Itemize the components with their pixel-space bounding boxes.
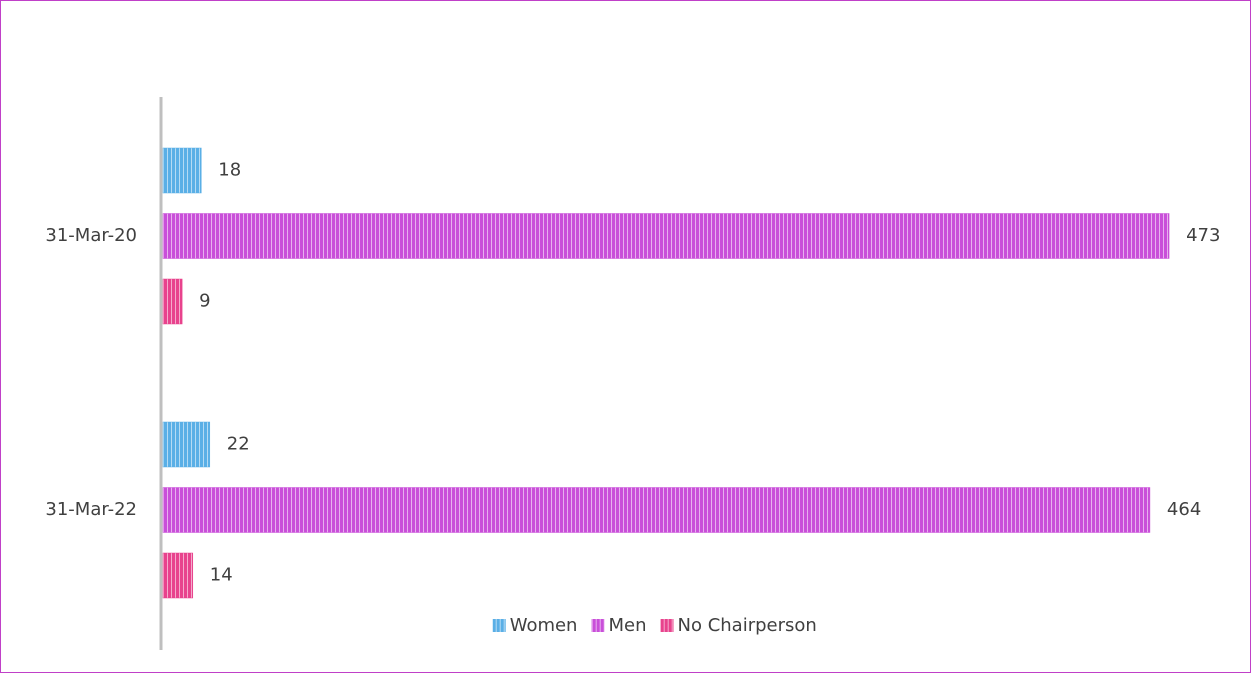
data-label: 464 (1167, 499, 1201, 520)
bar (162, 278, 183, 325)
legend-label: Men (608, 615, 646, 636)
legend-swatch (660, 619, 674, 632)
bar (162, 552, 194, 599)
data-label: 22 (227, 434, 250, 455)
bar (162, 487, 1151, 533)
data-label: 9 (199, 291, 210, 312)
data-label: 18 (218, 160, 241, 181)
legend-swatch (591, 619, 605, 632)
legend-label: No Chairperson (677, 615, 816, 636)
data-label: 14 (210, 565, 233, 586)
data-label: 473 (1186, 225, 1220, 246)
bar (162, 421, 211, 468)
bar (162, 213, 1170, 259)
y-tick-label: 31-Mar-20 (45, 225, 137, 246)
legend-swatch (492, 619, 506, 632)
bar (162, 147, 202, 194)
y-tick-label: 31-Mar-22 (45, 499, 137, 520)
legend-label: Women (510, 615, 578, 636)
legend: Women Men No Chairperson (492, 615, 817, 636)
